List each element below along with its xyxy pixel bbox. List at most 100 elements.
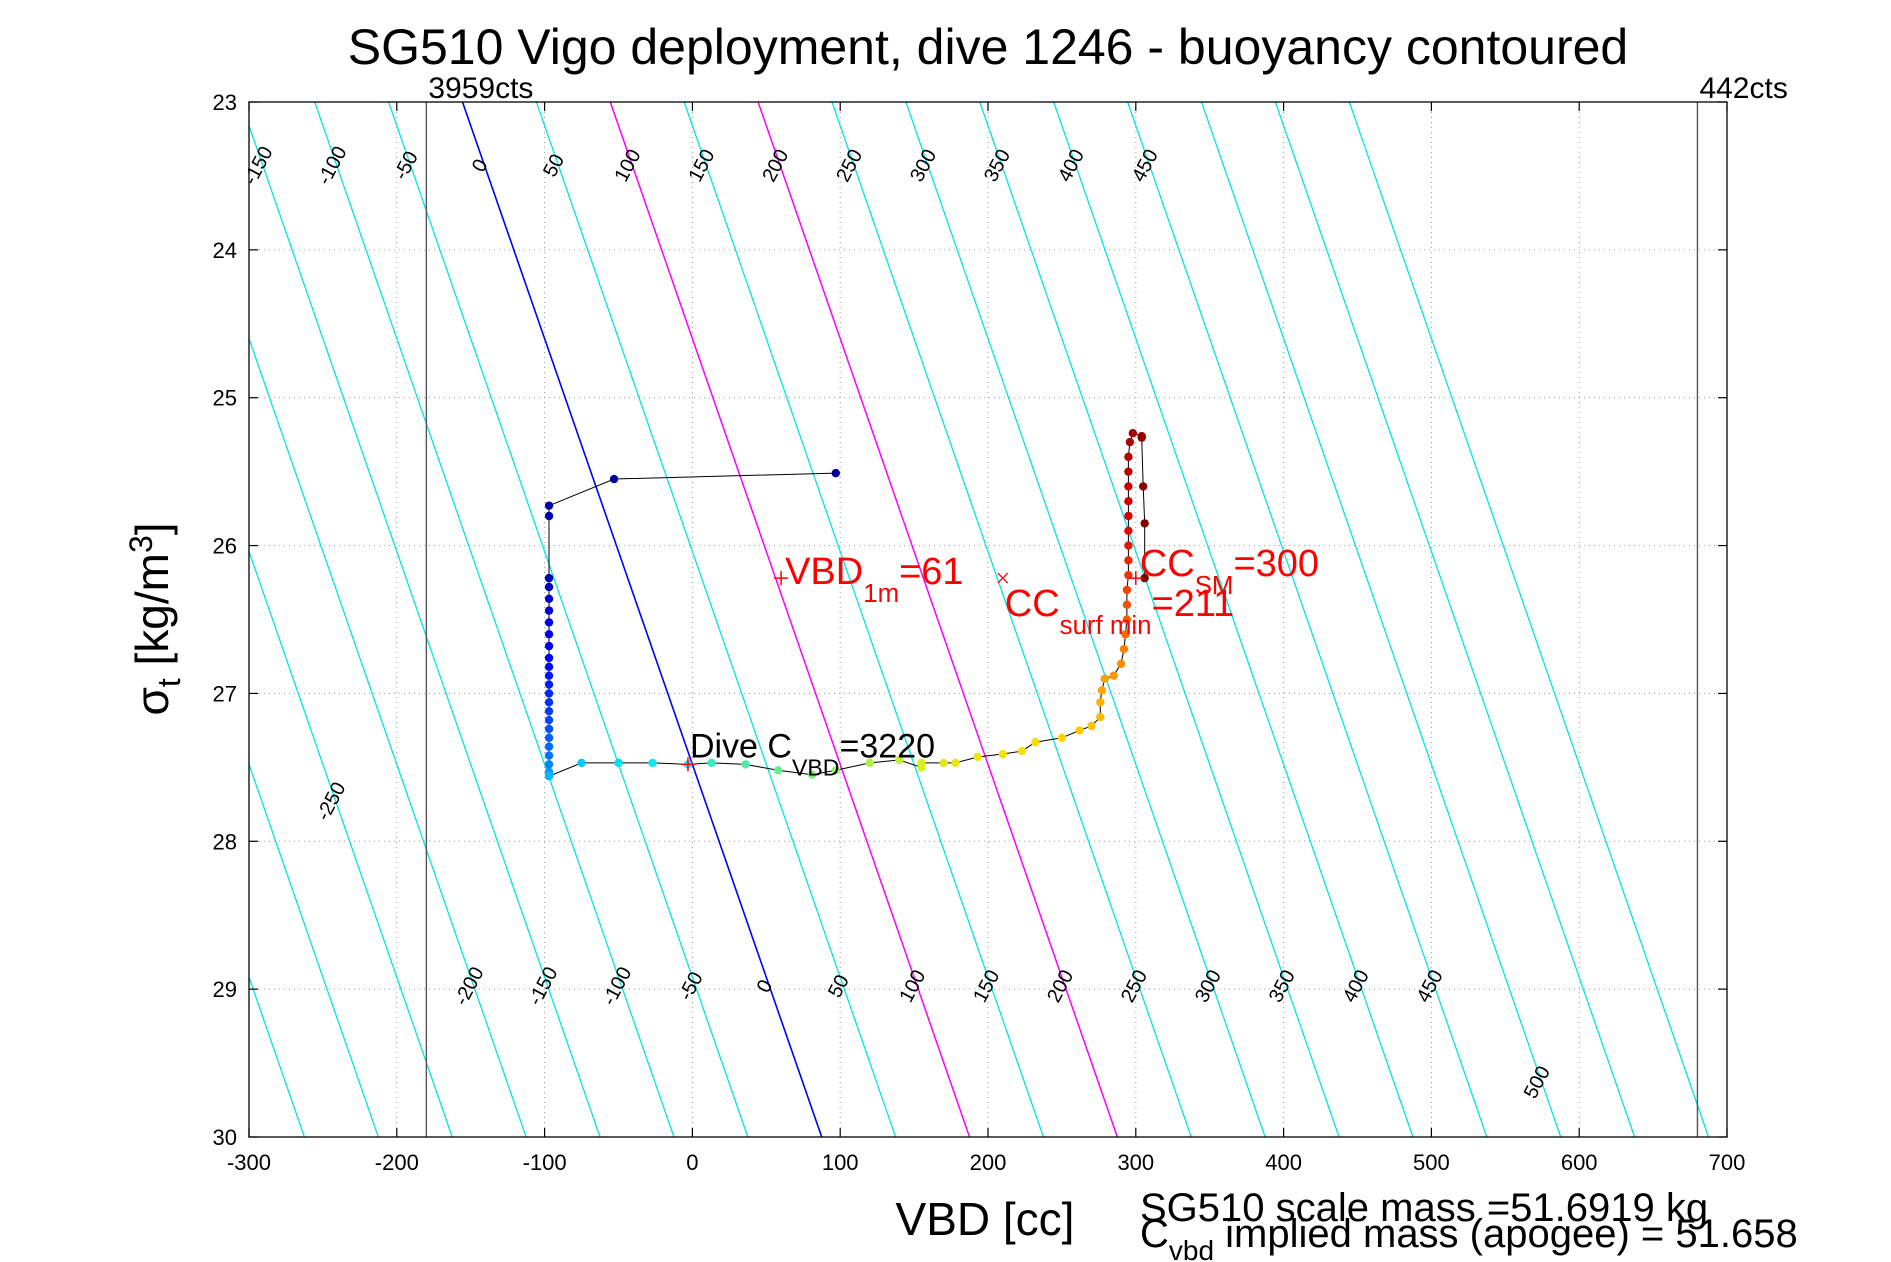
- climb-data-point: [998, 749, 1007, 759]
- x-tick-label: -300: [227, 1150, 271, 1175]
- x-tick-label: -200: [375, 1150, 419, 1175]
- dive-data-point: [831, 468, 840, 478]
- climb-data-point: [1122, 615, 1132, 624]
- climb-data-point: [773, 766, 783, 775]
- dive-data-point: [544, 641, 554, 651]
- climb-data-point: [1125, 437, 1135, 447]
- dive-track-line: [548, 432, 1146, 777]
- x-tick-label: 500: [1413, 1150, 1450, 1175]
- annotation-label: CCsurf min=211: [1005, 583, 1235, 640]
- climb-data-point: [807, 770, 817, 779]
- dive-data-point: [544, 582, 554, 592]
- dive-data-point: [544, 511, 554, 521]
- climb-data-point: [1097, 686, 1107, 695]
- climb-data-point: [1138, 482, 1148, 491]
- dive-data-point: [544, 715, 554, 725]
- dive-data-point: [609, 474, 619, 484]
- climb-data-point: [1128, 429, 1138, 438]
- contour-line: [1200, 102, 1562, 1137]
- contour-line: [905, 102, 1266, 1137]
- climb-data-point: [1124, 541, 1133, 550]
- y-tick-label: 24: [213, 238, 237, 263]
- contour-line: [387, 102, 749, 1137]
- y-tick-label: 27: [213, 681, 237, 706]
- climb-data-point: [1087, 721, 1096, 731]
- x-tick-label: 300: [1117, 1150, 1154, 1175]
- dive-data-point: [544, 724, 554, 734]
- dive-data-point: [544, 618, 554, 627]
- dive-data-point: [544, 606, 554, 615]
- contour-line: [249, 549, 453, 1137]
- x-tick-label: 700: [1709, 1150, 1746, 1175]
- contour-line: [1126, 102, 1488, 1137]
- annotation-plus-marker: [680, 757, 695, 772]
- climb-data-point: [1124, 467, 1133, 476]
- contour-line: [249, 762, 379, 1137]
- climb-data-point: [1124, 570, 1133, 580]
- climb-data-point: [614, 758, 623, 768]
- dive-data-point: [544, 698, 554, 707]
- climb-data-point: [1121, 630, 1130, 639]
- x-tick-label: 100: [822, 1150, 859, 1175]
- dive-data-point: [544, 689, 554, 698]
- contour-line: [535, 102, 897, 1137]
- dive-data-point: [544, 671, 554, 680]
- climb-data-point: [648, 758, 657, 768]
- annotation-label: VBD1m=61: [785, 551, 964, 608]
- climb-data-point: [1075, 726, 1084, 735]
- climb-data-point: [544, 772, 554, 781]
- y-tick-label: 29: [213, 977, 237, 1002]
- axes: -300 -200 -100 0 100 200 300 400 500 600 700 23 24 25…: [213, 90, 1746, 1175]
- implied-mass-main: C: [1140, 1212, 1169, 1256]
- contour-line: [683, 102, 1045, 1137]
- contour-line: [1053, 102, 1414, 1137]
- climb-data-point: [1096, 712, 1105, 722]
- x-tick-label: 400: [1265, 1150, 1302, 1175]
- climb-data-point: [1109, 671, 1118, 680]
- climb-data-point: [831, 766, 840, 775]
- climb-data-point: [1116, 659, 1126, 669]
- contour-line: [757, 102, 1119, 1137]
- climb-data-point: [917, 758, 926, 768]
- x-tick-label: 0: [686, 1150, 698, 1175]
- scale-mass-label: SG510 scale mass =51.6919 kg: [1140, 1186, 1708, 1230]
- dive-data-point: [544, 680, 554, 689]
- min-vbd-counts-label: 442cts: [1699, 72, 1787, 105]
- y-tick-label: 30: [213, 1125, 237, 1150]
- climb-data-point: [865, 758, 874, 768]
- implied-mass-label: Cvbd implied mass (apogee) = 51.658: [1140, 1212, 1798, 1262]
- climb-data-point: [1122, 585, 1132, 595]
- climb-data-point: [1124, 511, 1133, 521]
- implied-mass-sub: vbd: [1169, 1235, 1214, 1262]
- contour-line: [609, 102, 971, 1137]
- buoyancy-contours: [249, 102, 1710, 1137]
- climb-data-point: [939, 758, 948, 768]
- y-axis-label-symbol: σ: [126, 687, 178, 715]
- dive-data-point: [544, 751, 554, 760]
- climb-data-point: [1124, 482, 1133, 491]
- annotation-label: Dive CVBD=3220: [690, 727, 935, 780]
- contour-line: [1348, 102, 1710, 1137]
- annotation-plus-marker: [1128, 571, 1143, 586]
- chart-title: SG510 Vigo deployment, dive 1246 - buoya…: [348, 19, 1629, 75]
- climb-data-point: [1124, 452, 1133, 462]
- x-axis-label: VBD [cc]: [896, 1193, 1075, 1245]
- dive-series: [544, 429, 1149, 781]
- dive-data-point: [544, 706, 554, 716]
- contour-line: [461, 102, 823, 1137]
- climb-data-point: [741, 760, 750, 769]
- climb-data-point: [895, 755, 904, 765]
- climb-data-point: [973, 752, 982, 762]
- contour-line: [249, 336, 527, 1137]
- dive-data-point: [544, 742, 554, 751]
- climb-data-point: [707, 758, 716, 768]
- dive-data-point: [544, 760, 554, 769]
- y-axis-label-sup: 3: [123, 535, 159, 553]
- contour-line: [314, 102, 675, 1137]
- contour-line: [831, 102, 1192, 1137]
- y-axis-label-close: ]: [126, 522, 178, 535]
- climb-data-point: [1140, 573, 1149, 583]
- y-axis-label-sub: t: [151, 678, 187, 687]
